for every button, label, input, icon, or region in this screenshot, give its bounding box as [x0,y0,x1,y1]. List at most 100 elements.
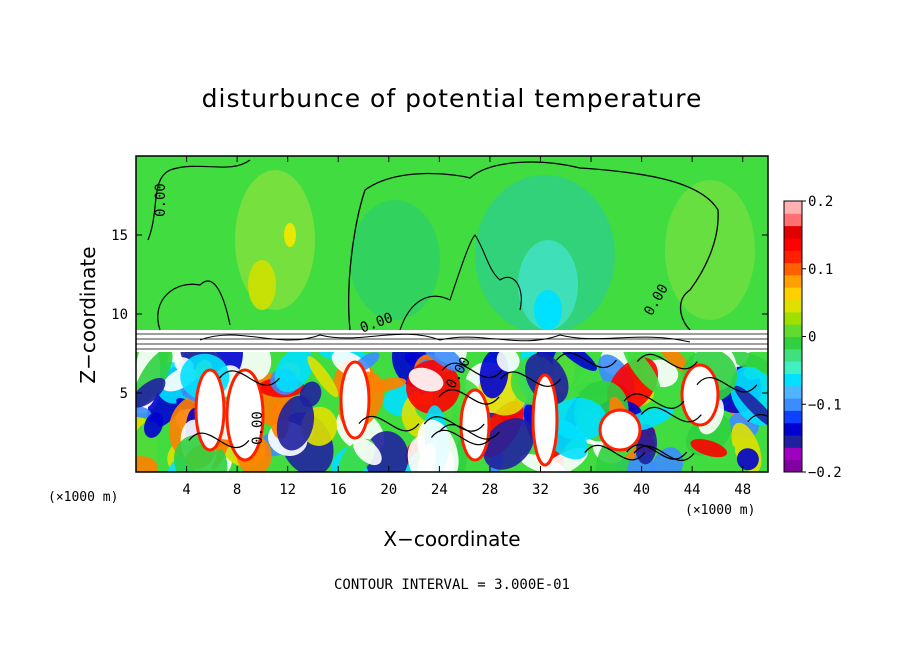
turbulence-blob [551,397,607,441]
colorbar-segment [784,336,802,350]
colorbar-segment [784,435,802,448]
x-tick-label: 16 [330,482,347,498]
turbulence-blob [274,352,314,393]
lower-contour-line [555,352,617,369]
white-plume [598,408,642,452]
colorbar-tick-label: 0.2 [808,194,833,210]
y-axis-ticks: 5 10 15 [111,228,768,402]
colorbar-segment [784,274,802,288]
chart-title: disturbunce of potential temperature [201,84,703,113]
x-axis-ticks: 4 8 12 16 20 24 28 32 36 40 44 48 [182,156,751,498]
band-contour-wave [199,333,691,343]
x-tick-label: 40 [633,482,650,498]
temperature-field [136,156,768,472]
x-tick-label: 4 [182,482,190,498]
colorbar-segment [784,225,802,239]
x-unit-label: (×1000 m) [685,503,756,518]
colorbar-segment [784,287,802,301]
colorbar-segment [784,262,802,276]
colorbar-tick-label: 0.1 [808,262,833,278]
colorbar-segment [784,361,802,374]
lower-contour-line [633,445,695,461]
lower-contour-line [441,362,503,379]
lower-contour-line [219,370,280,386]
colorbar-segment [784,447,802,461]
white-plume [339,360,371,440]
lower-field [136,352,768,472]
colorbar-segment [784,348,802,362]
cold-plume [518,240,578,330]
contour-label: 0.00 [153,183,169,217]
colorbar-segment [784,324,802,337]
turbulence-blob [144,412,164,438]
cold-core [534,290,562,330]
turbulence-blob [136,377,166,408]
white-plume [680,363,720,427]
colorbar-segment [784,299,802,313]
turbulence-blob [408,367,444,392]
turbulence-blob [136,456,158,472]
lower-contour-line [438,389,500,405]
lower-contour-line [430,429,492,446]
turbulence-blob [622,352,661,393]
colorbar-segment [784,201,802,214]
cool-plume [350,200,440,320]
turbulence-blob [416,352,465,373]
lower-contour-line [747,414,768,423]
lower-contour-line [696,377,758,393]
lower-contour-line [623,393,685,409]
x-tick-label: 8 [233,482,241,498]
colorbar-segment [784,459,802,473]
y-tick-label: 10 [111,307,128,323]
contour-line [399,234,522,331]
warm-plume-right [665,180,755,320]
colorbar-segment [784,311,802,325]
contour-interval-note: CONTOUR INTERVAL = 3.000E-01 [333,577,570,593]
colorbar-segment [784,250,802,264]
lower-contour-line [188,432,250,449]
separation-band [136,330,768,352]
white-plume [194,368,226,452]
colorbar-tick-label: −0.1 [808,397,842,413]
band-contours [136,333,768,350]
turbulence-blob [483,418,535,470]
turbulence-blob [651,447,684,472]
contour-line [157,280,231,331]
colorbar-segment [784,398,802,411]
x-tick-label: 36 [583,482,600,498]
lower-contour-line [500,371,562,387]
contour-line [348,161,719,331]
x-tick-label: 24 [431,482,448,498]
colorbar-segment [784,237,802,251]
x-tick-label: 44 [684,482,701,498]
colorbar-segment [784,213,802,227]
contour-line [147,159,251,241]
turbulence-blob [699,445,736,472]
y-tick-label: 5 [120,386,128,402]
colorbar-segment [784,410,802,424]
turbulence-blob [690,439,728,458]
colorbar-segment [784,373,802,387]
x-tick-label: 48 [734,482,751,498]
x-tick-label: 28 [481,482,498,498]
turbulence-blob [496,352,520,372]
turbulence-blob [727,352,768,374]
lower-contour-line [358,415,420,432]
x-axis-label: X−coordinate [383,527,521,551]
turbulence-blobs [136,352,768,472]
colorbar-tick-label: 0 [808,330,816,346]
lower-contour-line [626,444,688,460]
colorbar-tick-label: −0.2 [808,465,842,481]
colorbar-segment [784,385,802,399]
turbulence-blob [276,395,315,451]
turbulence-blob [734,385,768,430]
turbulence-blob [736,448,759,471]
turbulence-blob [417,443,436,472]
lower-contour-line [438,424,500,440]
contour-label: 0.00 [250,411,266,445]
lower-contour-line [584,444,646,461]
colorbar: 0.2 0.1 0 −0.1 −0.2 [783,194,842,481]
x-tick-label: 20 [380,482,397,498]
x-tick-label: 12 [279,482,296,498]
